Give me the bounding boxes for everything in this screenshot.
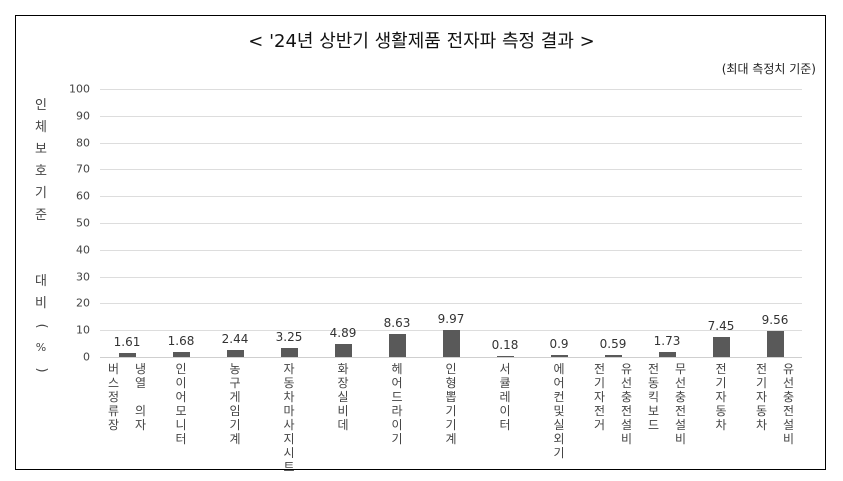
gridline [100,89,802,90]
data-label: 0.59 [599,337,627,352]
y-tick-label: 50 [76,216,90,230]
y-tick-label: 20 [76,296,90,310]
y-tick-label: 30 [76,270,90,284]
data-label: 4.89 [329,325,357,340]
y-tick-label: 40 [76,243,90,257]
data-label: 9.56 [761,313,789,328]
gridline [100,196,802,197]
y-tick-label: 80 [76,136,90,150]
data-label: 7.45 [707,319,735,334]
data-label: 8.63 [383,315,411,330]
y-tick-label: 60 [76,189,90,203]
gridline [100,116,802,117]
gridline [100,223,802,224]
data-label: 0.18 [491,337,519,352]
data-label: 9.97 [437,312,465,327]
gridline [100,250,802,251]
bar [658,352,676,357]
bar [766,331,784,357]
gridline [100,143,802,144]
data-label: 1.61 [113,334,141,349]
bar [226,350,244,357]
y-tick-label: 10 [76,323,90,337]
bar [550,354,568,357]
bar [712,337,730,357]
bar [388,333,406,357]
gridline [100,277,802,278]
bar [334,343,352,357]
data-label: 2.44 [221,332,249,347]
y-tick-label: 100 [69,82,90,96]
data-label: 0.9 [549,336,569,351]
y-tick-label: 90 [76,109,90,123]
data-label: 3.25 [275,330,303,345]
data-label: 1.73 [653,334,681,349]
bar [604,355,622,357]
chart-frame [15,15,826,470]
x-axis-line [100,357,802,358]
bar [118,352,136,357]
gridline [100,169,802,170]
bar [496,355,514,357]
y-tick-label: 70 [76,162,90,176]
bar [280,348,298,357]
chart-subtitle: (최대 측정치 기준) [721,62,816,76]
gridline [100,303,802,304]
bar [172,352,190,357]
data-label: 1.68 [167,334,195,349]
chart-title: < '24년 상반기 생활제품 전자파 측정 결과 > [248,31,595,52]
bar [442,330,460,357]
y-tick-label: 0 [83,350,90,364]
